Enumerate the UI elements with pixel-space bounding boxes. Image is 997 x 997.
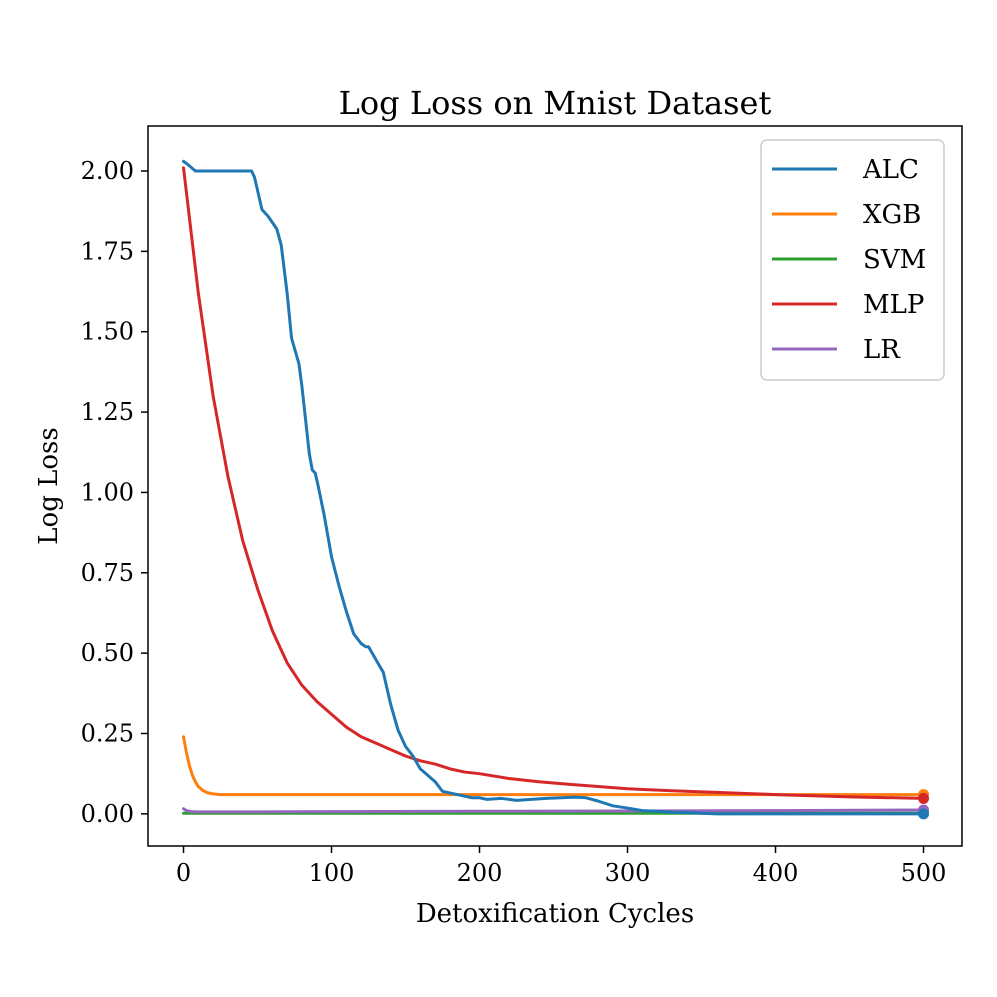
legend-label-mlp: MLP — [863, 290, 924, 320]
legend-label-xgb: XGB — [863, 200, 921, 230]
plot-frame — [147, 125, 963, 847]
series-endpoint-mlp — [918, 792, 930, 804]
series-line-xgb — [182, 735, 926, 797]
chart-title: Log Loss on Mnist Dataset — [339, 84, 772, 122]
y-tick-label: 0.50 — [81, 639, 134, 667]
y-axis-label: Log Loss — [34, 427, 64, 544]
legend-label-lr: LR — [863, 335, 901, 365]
y-tick-label: 0.00 — [81, 800, 134, 828]
y-tick-label: 0.25 — [81, 720, 134, 748]
x-tick-label: 300 — [605, 859, 651, 887]
series-line-mlp — [182, 166, 926, 800]
series-endpoint-alc — [918, 808, 930, 820]
y-tick-label: 0.75 — [81, 559, 134, 587]
legend-box — [760, 139, 945, 381]
y-tick-label: 1.00 — [81, 478, 134, 506]
series-line-lr — [182, 807, 926, 814]
legend-label-alc: ALC — [862, 155, 919, 185]
x-axis-label: Detoxification Cycles — [416, 899, 694, 929]
y-tick-label: 2.00 — [81, 157, 134, 185]
y-tick-label: 1.25 — [81, 398, 134, 426]
legend: ALC XGB SVM MLP LR — [760, 139, 945, 381]
series-line-alc — [182, 159, 926, 816]
x-tick-label: 400 — [753, 859, 799, 887]
y-tick-label: 1.75 — [81, 237, 134, 265]
x-tick-label: 0 — [176, 859, 191, 887]
x-tick-label: 500 — [901, 859, 947, 887]
y-tick-label: 1.50 — [81, 318, 134, 346]
x-tick-label: 100 — [309, 859, 355, 887]
legend-label-svm: SVM — [863, 245, 926, 275]
x-tick-label: 200 — [457, 859, 503, 887]
